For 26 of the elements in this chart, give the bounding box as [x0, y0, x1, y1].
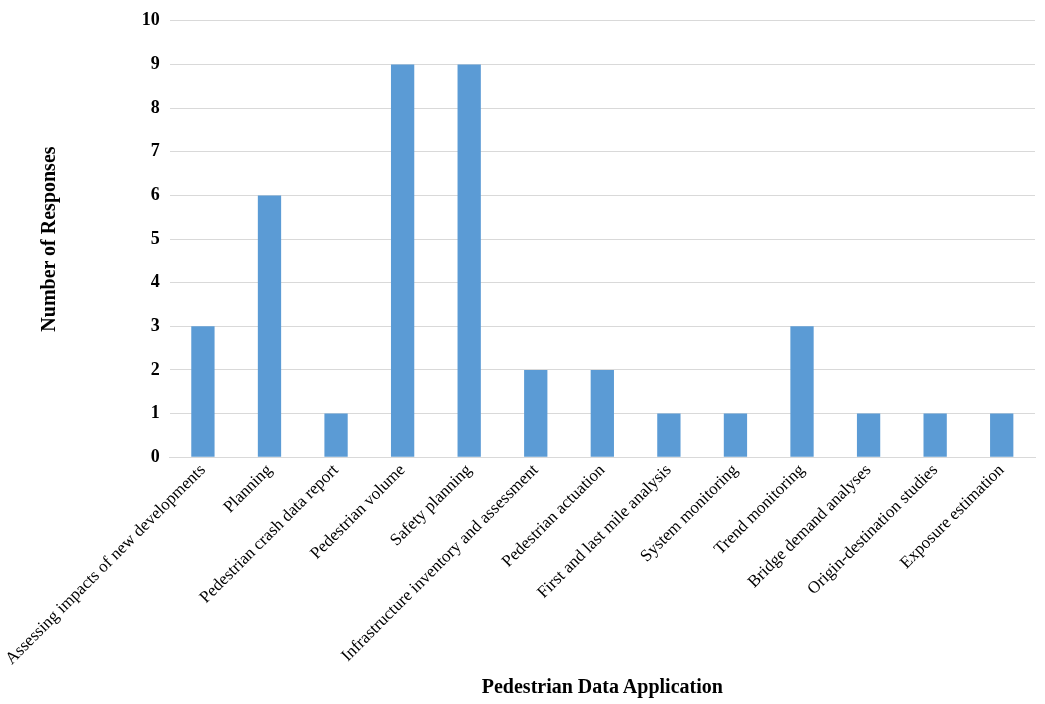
bar	[856, 413, 881, 457]
y-tick-label: 8	[150, 96, 160, 117]
bar	[790, 326, 814, 457]
y-tick-label: 5	[150, 227, 160, 248]
x-axis-title: Pedestrian Data Application	[481, 675, 723, 699]
bar	[923, 413, 947, 457]
bar	[590, 369, 614, 457]
bar	[457, 64, 481, 457]
bar	[990, 413, 1014, 457]
bar	[390, 64, 415, 457]
bar	[524, 369, 548, 457]
y-tick-label: 0	[150, 445, 160, 466]
bar	[657, 413, 681, 457]
y-axis-title: Number of Responses	[36, 146, 60, 332]
bar	[191, 326, 215, 457]
y-tick-label: 6	[150, 184, 160, 205]
y-tick-label: 4	[150, 271, 160, 292]
bar	[723, 413, 748, 457]
y-tick-label: 10	[141, 9, 160, 30]
bar	[257, 195, 282, 457]
y-tick-label: 2	[150, 358, 160, 379]
y-tick-label: 7	[150, 140, 160, 161]
y-tick-label: 3	[150, 314, 160, 335]
y-tick-label: 9	[150, 53, 160, 74]
y-tick-label: 1	[150, 402, 160, 423]
bar	[324, 413, 348, 457]
